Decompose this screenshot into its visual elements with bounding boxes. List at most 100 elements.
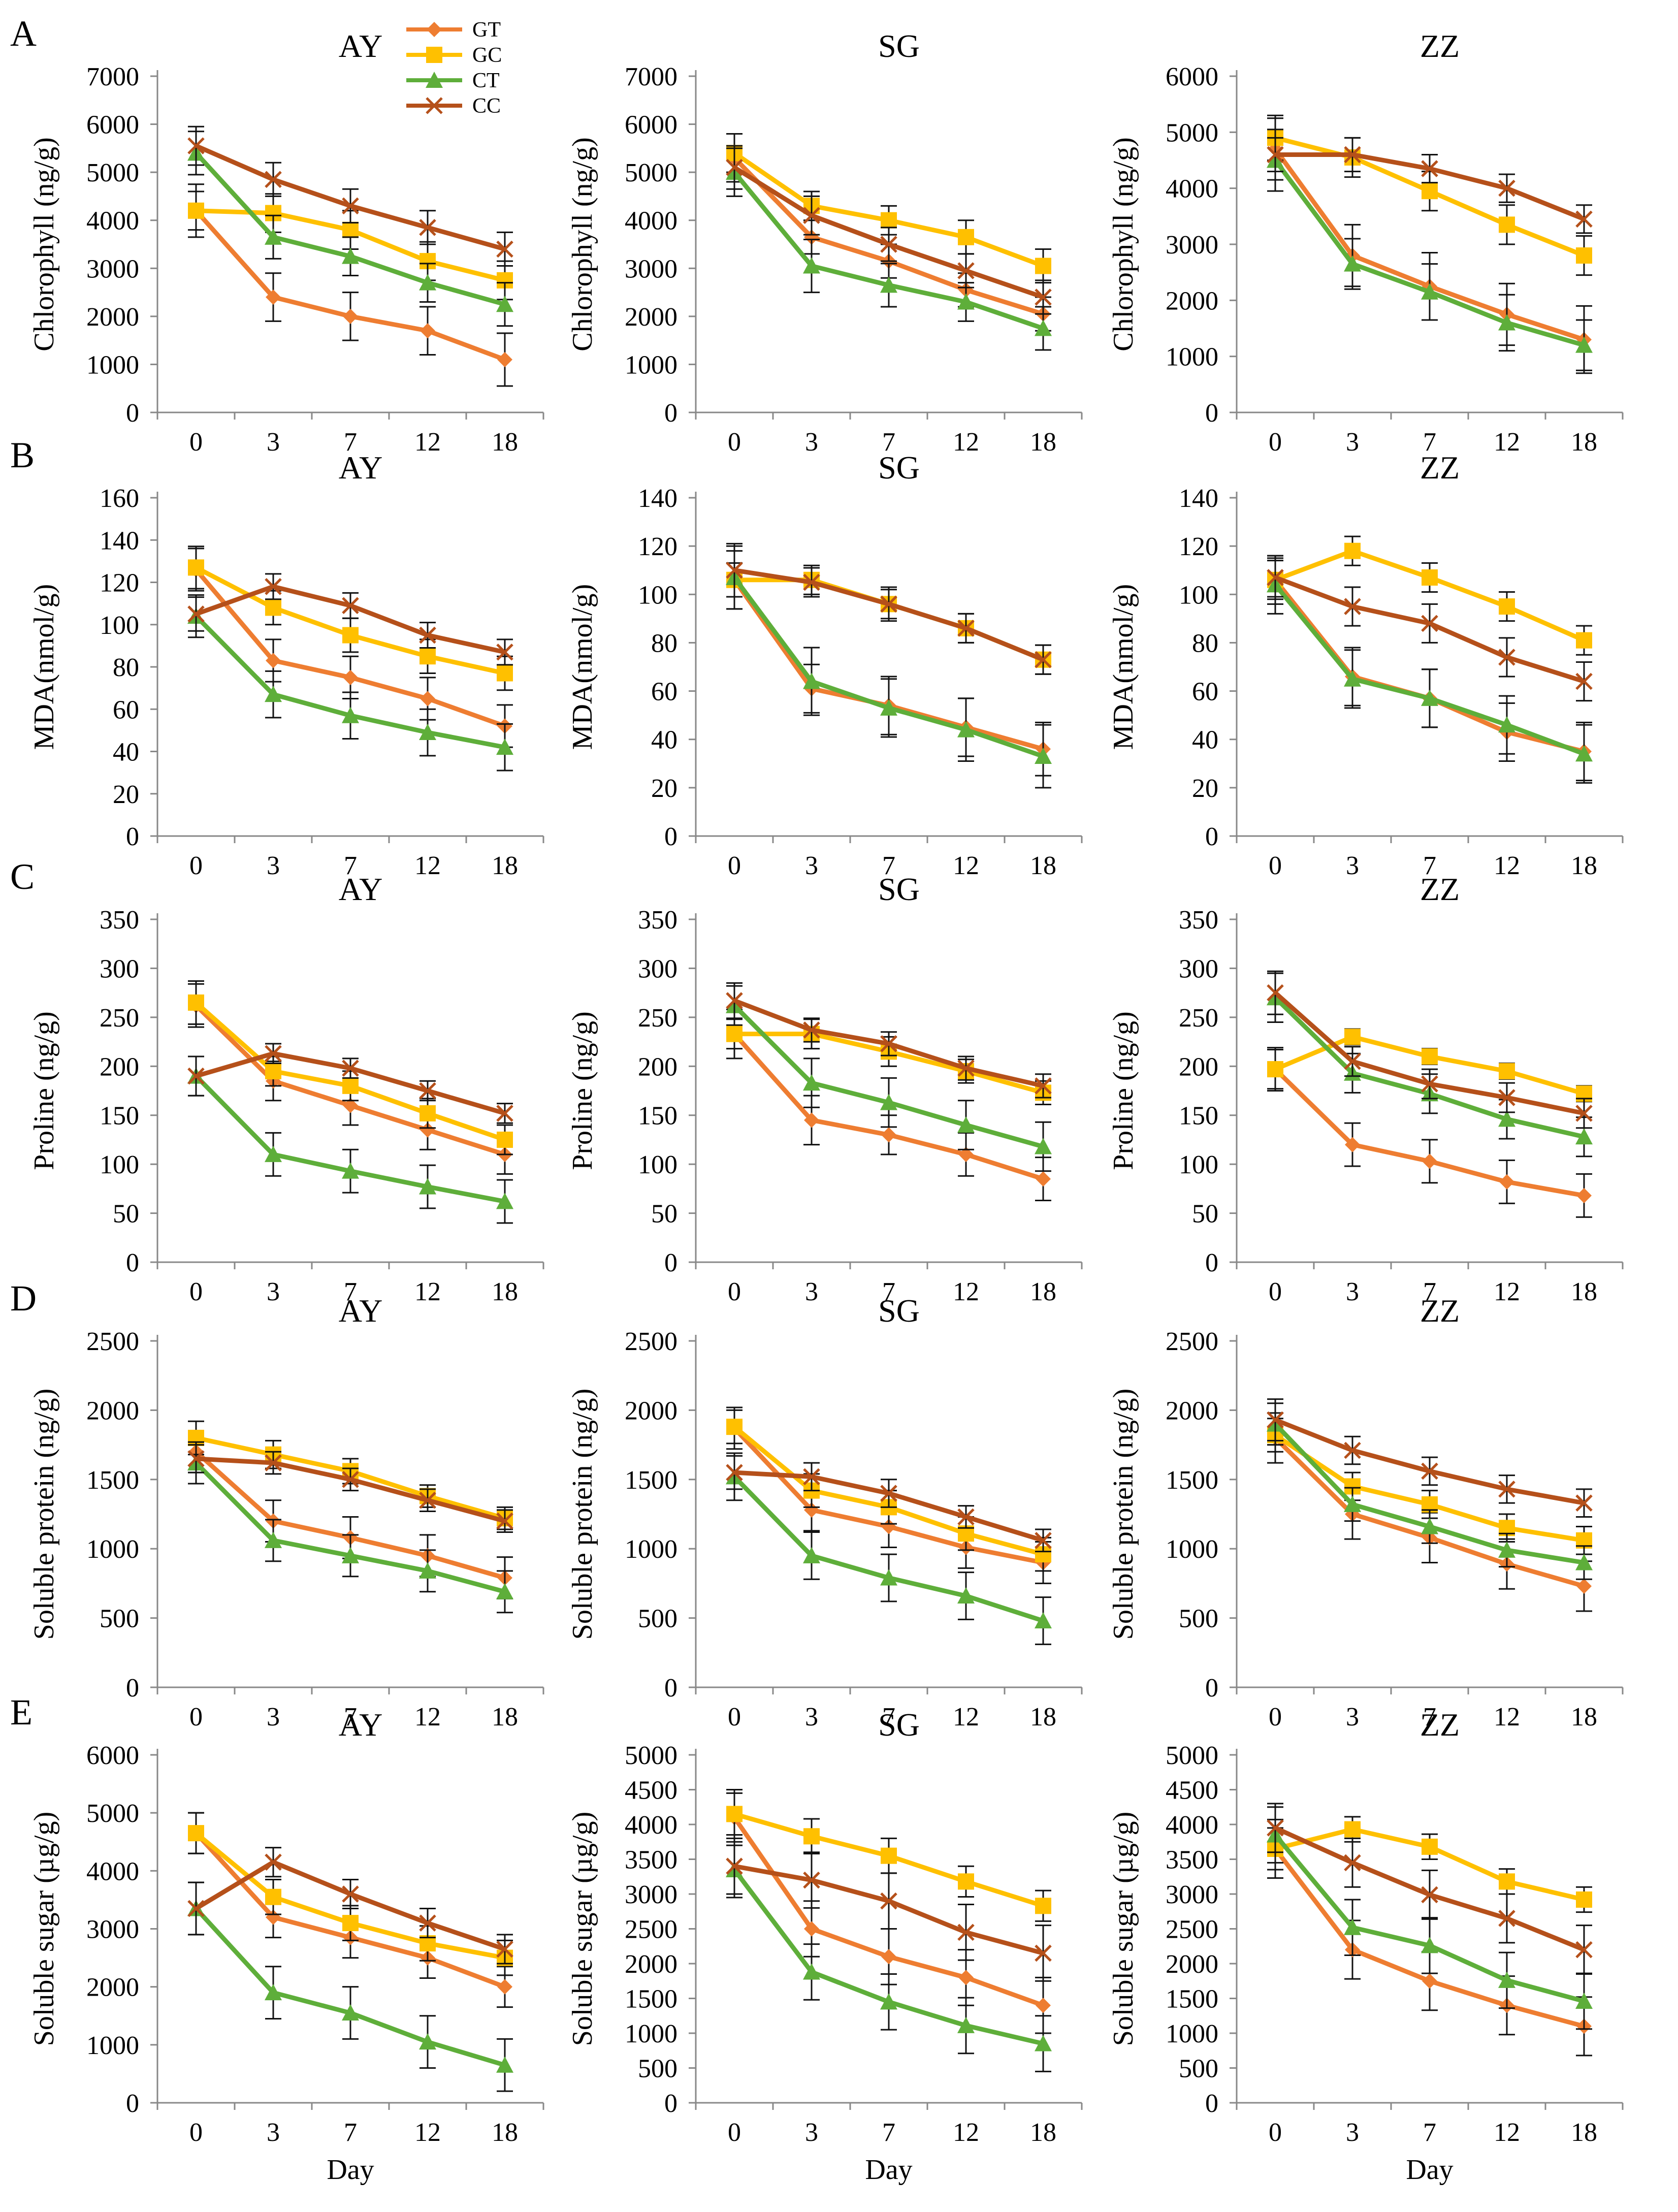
data-point-cc (1344, 1854, 1361, 1872)
data-point-cc-stroke-b (957, 1508, 975, 1526)
data-point-ct (1035, 1138, 1052, 1155)
y-tick-label: 1500 (625, 1466, 677, 1495)
data-point-cc (803, 573, 820, 591)
data-point-gt (420, 691, 435, 707)
x-tick-label: 12 (414, 851, 441, 880)
data-point-gc (1576, 632, 1592, 649)
y-tick-label: 0 (664, 399, 677, 428)
data-point-gt (343, 669, 358, 685)
data-point-ct (1344, 1495, 1361, 1512)
data-point-cc (1421, 1075, 1438, 1093)
data-point-cc-stroke-b (1267, 984, 1284, 1002)
data-point-gc (265, 599, 281, 616)
data-point-ct (1344, 1918, 1361, 1935)
series-cc (187, 1043, 513, 1124)
data-point-ct (1498, 1541, 1515, 1558)
data-point-cc-stroke-b (496, 240, 513, 258)
y-tick-label: 300 (638, 954, 677, 983)
y-tick-label: 500 (1179, 2055, 1218, 2083)
data-point-cc (726, 992, 743, 1009)
data-point-gc (726, 1025, 743, 1042)
data-point-ct (1575, 1128, 1593, 1145)
data-point-cc (187, 137, 205, 154)
panel-b-zz: ZZ 0 20 40 60 80 100 120 140 0 3 7 12 18 MDA(nmol/g) (1108, 450, 1624, 880)
panel-c-zz: ZZ 0 50 100 150 200 250 300 350 0 3 7 12 18 Proline (n… (1108, 871, 1624, 1306)
x-tick-label: 3 (267, 428, 280, 457)
data-point-cc (1575, 210, 1593, 228)
panel-e-sg: SG 0 500 1000 1500 2000 2500 3000 3500 4000 4500 50… (567, 1707, 1083, 2186)
y-tick-label: 350 (100, 906, 139, 935)
data-point-cc (1421, 1886, 1438, 1904)
x-tick-label: 18 (1030, 2118, 1056, 2147)
data-point-cc-stroke-b (265, 578, 282, 595)
x-tick-label: 12 (414, 428, 441, 457)
data-point-cc-stroke-b (1267, 1819, 1284, 1837)
data-point-gc (420, 1105, 436, 1121)
data-point-cc (265, 1454, 282, 1471)
data-point-ct (957, 2016, 975, 2033)
series-cc (726, 145, 1052, 315)
legend-label: GC (472, 44, 502, 67)
panel-e-ay: E AY 0 1000 2000 3000 4000 5000 6000 0 3 7 12 18 Solub… (10, 1692, 544, 2186)
data-point-gc (1499, 216, 1515, 233)
y-tick-label: 4000 (1166, 175, 1218, 204)
data-point-ct (342, 247, 359, 264)
x-tick-label: 7 (1423, 428, 1436, 457)
data-point-cc-stroke-b (1035, 1532, 1052, 1549)
x-tick-label: 12 (953, 1703, 979, 1732)
data-point-ct (1498, 314, 1515, 331)
y-tick-label: 100 (100, 1150, 139, 1179)
data-point-ct (803, 1963, 820, 1980)
data-point-gt (1036, 1998, 1051, 2013)
data-point-cc-stroke-b (419, 1082, 436, 1100)
x-tick-label: 18 (1571, 2118, 1597, 2147)
data-point-cc (419, 1914, 436, 1932)
y-tick-label: 3000 (86, 254, 139, 283)
series-cc (726, 1455, 1052, 1553)
data-point-cc-stroke-b (187, 137, 205, 154)
data-point-cc-stroke-b (1267, 146, 1284, 164)
data-point-cc-stroke-b (419, 219, 436, 236)
y-tick-label: 2500 (625, 1327, 677, 1356)
y-tick-label: 60 (1192, 678, 1218, 707)
x-tick-label: 0 (1269, 1703, 1282, 1732)
data-point-ct (880, 699, 897, 716)
legend-label: GT (472, 18, 501, 42)
data-point-gc (1422, 1048, 1438, 1065)
panel-title: AY (339, 28, 383, 64)
x-tick-label: 0 (189, 1277, 203, 1306)
data-point-cc (1035, 1532, 1052, 1549)
y-tick-label: 40 (1192, 726, 1218, 755)
panel-a-sg: SG 0 1000 2000 3000 4000 5000 6000 7000 0 3 7 12 18 Ch… (567, 28, 1083, 457)
data-point-cc-stroke-b (187, 605, 205, 623)
series-gt (188, 183, 513, 387)
data-point-cc-stroke-b (880, 1035, 897, 1052)
data-point-cc (1344, 146, 1361, 164)
y-tick-label: 5000 (625, 1741, 677, 1770)
panel-a-ay: A AY 0 1000 2000 3000 4000 5000 6000 7000 0 3 7 12 18 C… (10, 13, 544, 457)
data-point-cc (957, 1924, 975, 1941)
data-point-gc (1035, 1898, 1051, 1914)
data-point-gc (1499, 1063, 1515, 1079)
data-point-cc (1421, 160, 1438, 177)
y-tick-label: 6000 (86, 1741, 139, 1770)
panel-title: ZZ (1420, 1293, 1460, 1329)
y-tick-label: 0 (1205, 822, 1218, 851)
data-point-ct (1498, 1971, 1515, 1988)
data-point-cc (726, 561, 743, 579)
y-tick-label: 0 (126, 2089, 139, 2118)
legend-marker-stroke-b (426, 97, 443, 114)
data-point-ct (1344, 670, 1361, 687)
data-point-cc-stroke-b (1575, 1105, 1593, 1122)
data-point-gc (342, 221, 359, 238)
y-tick-label: 7000 (625, 62, 677, 91)
data-point-cc-stroke-b (726, 561, 743, 579)
data-point-cc-stroke-b (496, 1105, 513, 1122)
y-tick-label: 2000 (86, 303, 139, 332)
data-point-gc (265, 1888, 281, 1905)
x-tick-label: 12 (414, 1277, 441, 1306)
data-point-ct (957, 1116, 975, 1133)
y-tick-label: 6000 (1166, 62, 1218, 91)
x-tick-label: 7 (344, 2118, 357, 2147)
